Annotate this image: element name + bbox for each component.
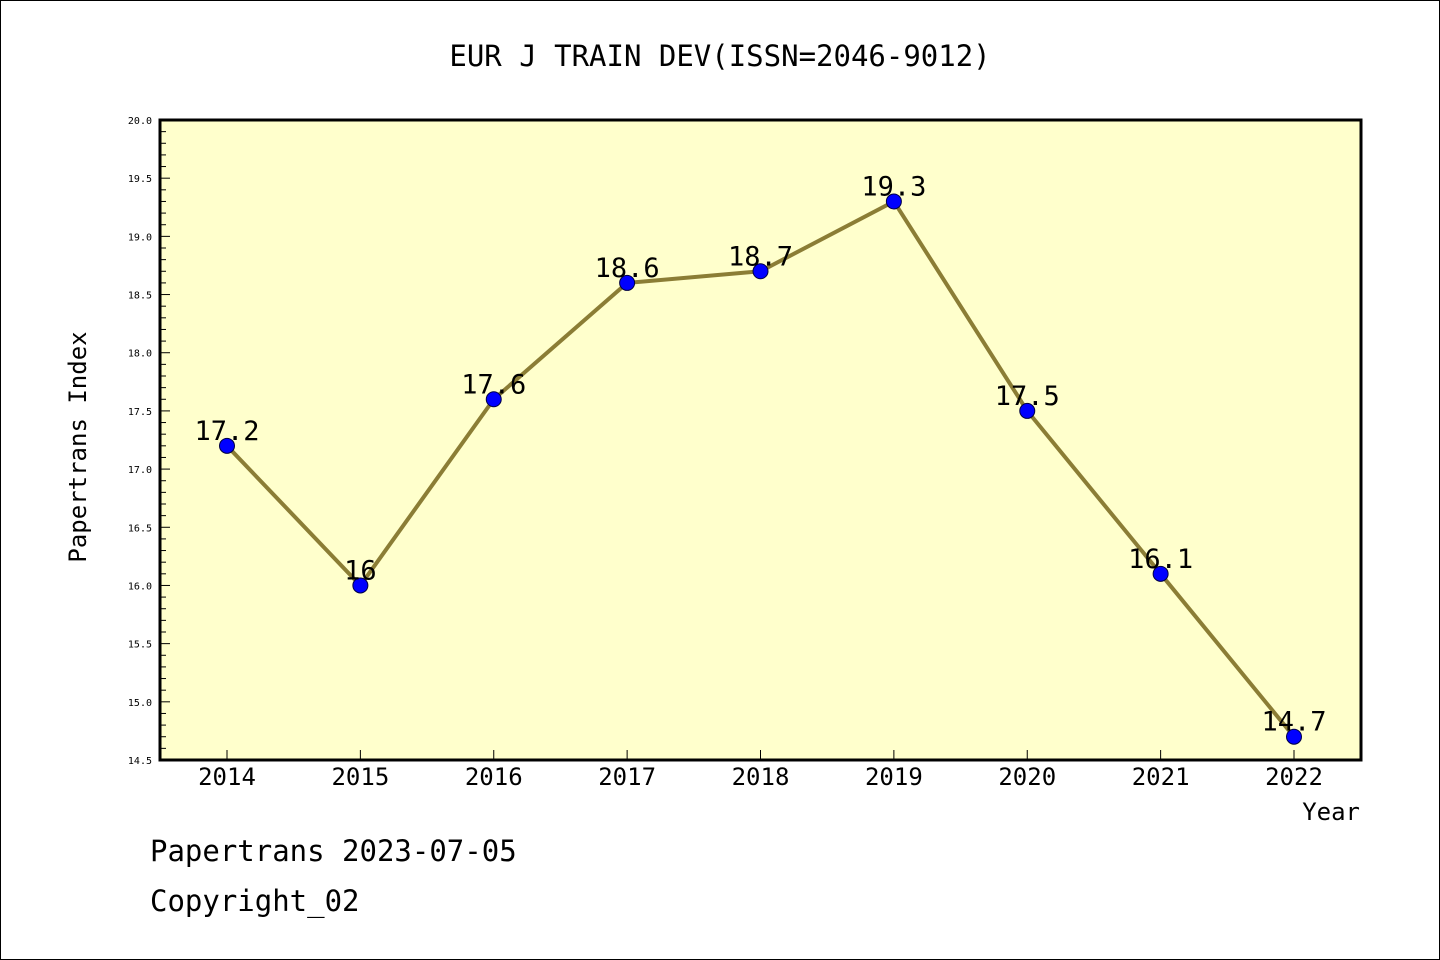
x-tick-label: 2021 <box>1132 763 1190 791</box>
data-point <box>752 263 769 280</box>
y-tick-label: 17.5 <box>128 407 152 418</box>
y-axis-label: Papertrans Index <box>64 331 92 562</box>
x-tick-label: 2016 <box>465 763 523 791</box>
data-point <box>1286 728 1302 745</box>
y-tick-label: 14.5 <box>128 756 152 767</box>
data-point <box>352 577 369 594</box>
y-tick-label: 16.5 <box>128 523 152 534</box>
y-tick-label: 20.0 <box>128 116 152 127</box>
data-label: 18.7 <box>728 241 793 272</box>
x-tick-label: 2014 <box>198 763 256 791</box>
data-label: 17.6 <box>461 369 526 400</box>
plot-border <box>158 118 1363 762</box>
y-tick-label: 19.5 <box>128 174 152 185</box>
y-tick-label: 15.5 <box>128 640 152 651</box>
plot-area <box>160 120 1361 760</box>
data-point <box>219 437 235 454</box>
x-axis-ticks: 2014 2015 2016 2017 2018 2019 2020 2021 2022 <box>198 750 1323 791</box>
footer-copyright: Copyright_02 <box>150 884 360 918</box>
y-tick-label: 18.5 <box>128 291 152 302</box>
x-tick-label: 2020 <box>998 763 1056 791</box>
chart-title: EUR J TRAIN DEV(ISSN=2046-9012) <box>449 39 990 73</box>
data-label: 19.3 <box>861 171 926 202</box>
data-label: 14.7 <box>1261 707 1326 738</box>
data-label: 16.1 <box>1128 544 1193 575</box>
data-point <box>885 193 902 210</box>
data-point <box>485 391 502 408</box>
data-label: 16 <box>344 555 377 586</box>
x-tick-label: 2019 <box>865 763 923 791</box>
y-tick-label: 19.0 <box>128 232 152 243</box>
series-layer <box>219 193 1302 745</box>
y-tick-label: 16.0 <box>128 581 152 592</box>
data-labels-layer: 17.2 16 17.6 18.6 18.7 19.3 17.5 16.1 14.7 <box>194 171 1326 737</box>
y-tick-label: 18.0 <box>128 349 152 360</box>
y-tick-label: 17.0 <box>128 465 152 476</box>
x-axis-label: Year <box>1302 798 1360 826</box>
footer-date-line: Papertrans 2023-07-05 <box>150 834 517 868</box>
data-label: 17.2 <box>194 416 259 447</box>
x-tick-label: 2015 <box>331 763 389 791</box>
data-point <box>619 274 636 291</box>
y-tick-label: 15.0 <box>128 698 152 709</box>
x-tick-label: 2017 <box>598 763 656 791</box>
data-label: 18.6 <box>595 253 660 284</box>
x-tick-label: 2022 <box>1265 763 1323 791</box>
data-label: 17.5 <box>995 381 1060 412</box>
x-tick-label: 2018 <box>732 763 790 791</box>
data-point <box>1019 402 1036 419</box>
data-point <box>1152 565 1169 582</box>
